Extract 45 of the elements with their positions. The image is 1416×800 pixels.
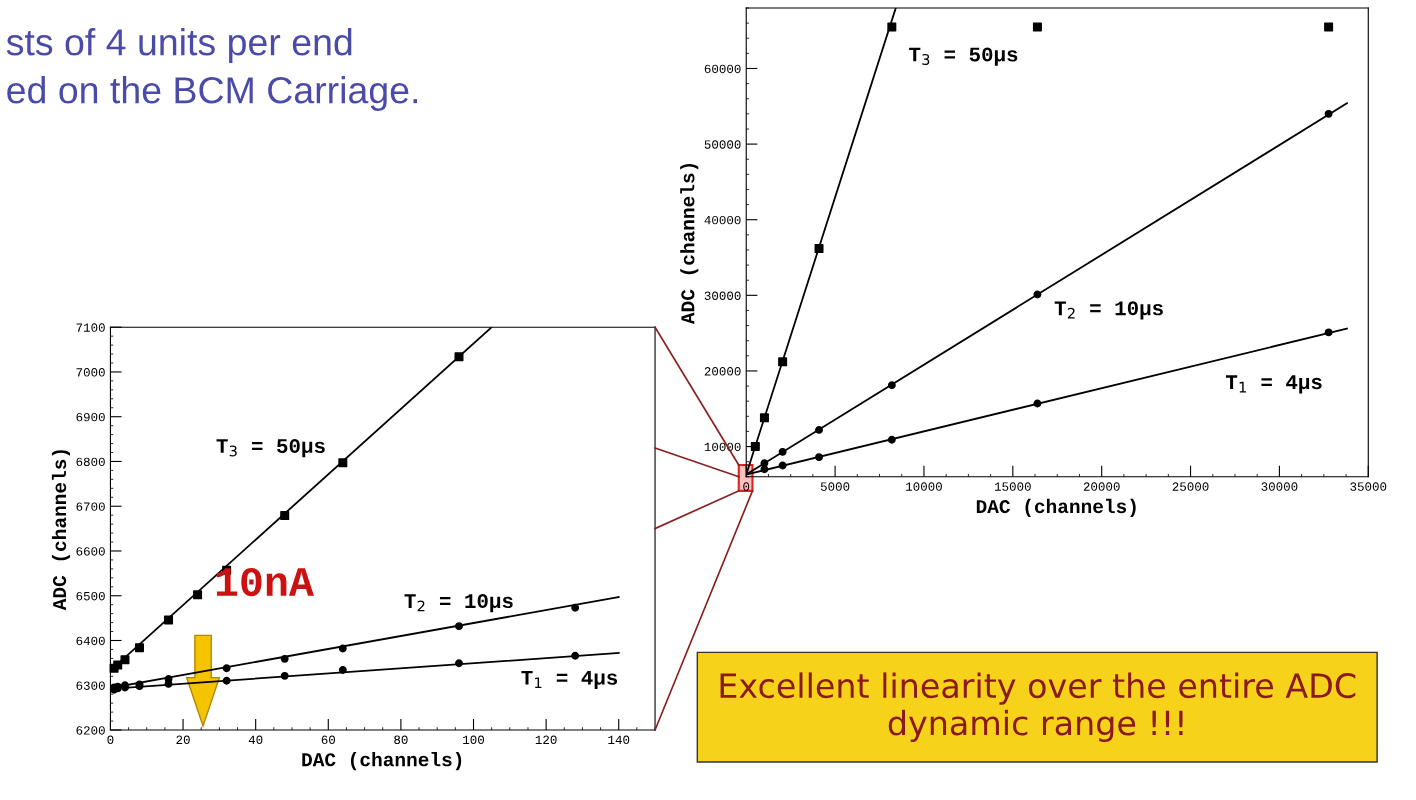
x-tick-label: 20 [176, 735, 190, 745]
series-label: T$_{1}$ = 4μs [521, 670, 618, 689]
y-tick-label: 7100 [76, 323, 105, 332]
y-tick-label: 30000 [704, 291, 741, 300]
annotation: 10nA [216, 567, 314, 597]
text: ed on the BCM Carriage. [7, 76, 418, 111]
series-label: T$_{2}$ = 10μs [404, 593, 513, 613]
x-tick-label: 5000 [820, 482, 850, 491]
text: sts of 4 units per end [6, 28, 352, 63]
x-tick-label: 140 [608, 735, 630, 745]
y-tick-label: 6700 [76, 502, 105, 511]
y-tick-label: 60000 [704, 64, 741, 74]
x-axis-title: DAC (channels) [976, 498, 1136, 517]
y-tick-label: 6500 [76, 591, 105, 601]
series-label: T$_{3}$ = 50μs [909, 47, 1018, 66]
y-tick-label: 20000 [704, 367, 741, 376]
x-axis-title: DAC (channels) [302, 752, 462, 771]
text: Excellent linearity over the entire ADC dynamic range !!! [720, 672, 1356, 742]
y-tick-label: 6800 [76, 457, 105, 467]
y-axis-title: ADC (channels) [51, 450, 71, 611]
x-tick-label: 60 [321, 735, 336, 745]
y-tick-label: 6300 [76, 681, 105, 690]
y-tick-label: 6400 [76, 636, 105, 646]
y-tick-label: 7000 [76, 368, 105, 377]
x-tick-label: 30000 [1261, 482, 1298, 491]
y-tick-label: 50000 [704, 140, 741, 149]
y-tick-label: 6600 [76, 547, 105, 556]
y-tick-label: 6200 [76, 726, 105, 735]
x-tick-label: 15000 [994, 482, 1031, 491]
series-label: T$_{1}$ = 4μs [1225, 375, 1322, 394]
x-tick-label: 35000 [1350, 482, 1387, 491]
x-tick-label: 10000 [906, 482, 942, 491]
x-tick-label: 20000 [1083, 482, 1120, 491]
x-tick-label: 120 [535, 735, 557, 745]
x-tick-label: 80 [394, 735, 408, 745]
y-tick-label: 40000 [704, 215, 741, 225]
y-tick-label: 6900 [76, 412, 105, 422]
y-axis-title: ADC (channels) [680, 163, 699, 325]
x-tick-label: 25000 [1172, 482, 1209, 491]
x-tick-label: 40 [248, 735, 263, 745]
series-label: T$_{3}$ = 50μs [216, 438, 325, 458]
x-tick-label: 0 [743, 482, 750, 491]
series-label: T$_{2}$ = 10μs [1054, 301, 1163, 320]
x-tick-label: 100 [463, 735, 484, 745]
x-tick-label: 0 [107, 735, 114, 745]
